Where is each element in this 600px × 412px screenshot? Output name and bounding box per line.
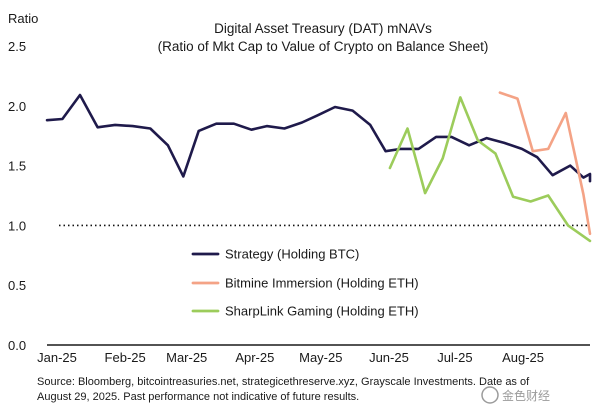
series-lines [45,91,592,243]
y-tick-label: 0.0 [8,338,26,353]
series-line-1 [498,91,592,236]
watermark: 金色财经 [481,386,550,404]
chart-title: Digital Asset Treasury (DAT) mNAVs [214,21,432,36]
x-tick-label: Jun-25 [369,350,409,365]
x-tick-label: Jul-25 [437,350,472,365]
legend-label: Bitmine Immersion (Holding ETH) [225,276,419,291]
watermark-logo-icon [481,386,499,404]
y-tick-label: 1.5 [8,159,26,174]
y-tick-labels: 0.0 0.5 1.0 1.5 2.0 2.5 [8,39,26,353]
y-tick-label: 0.5 [8,278,26,293]
source-note-line-1: Source: Bloomberg, bitcointreasuries.net… [37,376,530,388]
series-line-0 [45,93,592,183]
x-tick-label: May-25 [299,350,342,365]
legend: Strategy (Holding BTC) Bitmine Immersion … [191,247,419,319]
x-tick-label: Jan-25 [37,350,77,365]
chart-subtitle: (Ratio of Mkt Cap to Value of Crypto on … [158,39,489,54]
x-tick-labels: Jan-25 Feb-25 Mar-25 Apr-25 May-25 Jun-25 Jul-… [37,350,544,365]
y-tick-label: 1.0 [8,218,26,233]
legend-label: Strategy (Holding BTC) [225,247,359,262]
x-tick-label: Aug-25 [502,350,544,365]
x-tick-label: Feb-25 [105,350,146,365]
x-tick-label: Apr-25 [235,350,274,365]
legend-label: SharpLink Gaming (Holding ETH) [225,304,419,319]
x-tick-label: Mar-25 [166,350,207,365]
y-tick-label: 2.0 [8,99,26,114]
y-axis-label: Ratio [8,11,38,26]
y-tick-label: 2.5 [8,39,26,54]
watermark-text: 金色财经 [502,388,550,403]
source-note-line-2: August 29, 2025. Past performance not in… [37,391,359,403]
series-line-2 [388,96,592,243]
